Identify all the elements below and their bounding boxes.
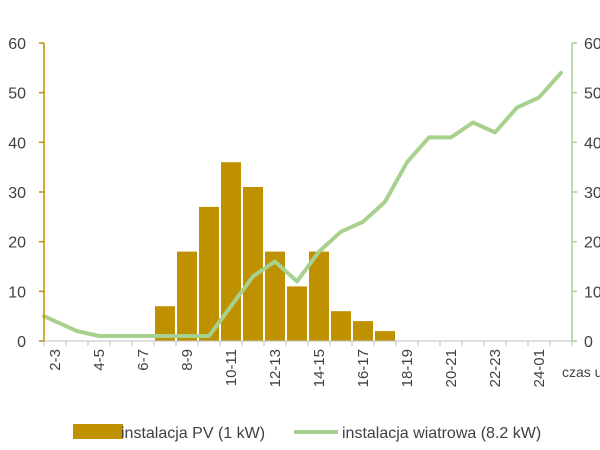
x-tick-label: 20-21	[443, 349, 460, 387]
wind-series-line	[42, 70, 563, 338]
y-left-tick-label: 50	[8, 86, 26, 103]
y-right-tick-label: 50	[584, 86, 600, 103]
y-right-tick-label: 60	[584, 36, 600, 53]
axes-group	[39, 42, 577, 346]
y-left-tick-labels: 0 10 20 30 40 50 60	[8, 36, 26, 351]
x-tick-label: 10-11	[223, 349, 240, 386]
y-left-tick-label: 0	[17, 334, 26, 351]
x-tick-label: 22-23	[487, 349, 504, 387]
y-right-tick-label: 20	[584, 235, 600, 252]
pv-bar-11-12	[243, 187, 263, 341]
y-left-tick-label: 30	[8, 185, 26, 202]
x-tick-label: 8-9	[179, 349, 196, 371]
y-left-tick-label: 40	[8, 135, 26, 152]
x-tick-label: 16-17	[355, 349, 372, 387]
x-tick-label: 12-13	[267, 349, 284, 387]
pv-bar-13-14	[287, 286, 307, 341]
y-right-tick-labels: 0 10 20 30 40 50 60	[584, 36, 600, 351]
legend-label-wind: instalacja wiatrowa (8.2 kW)	[342, 425, 541, 442]
y-right-tick-label: 0	[584, 334, 593, 351]
y-left-tick-label: 10	[8, 284, 26, 301]
y-left-tick-label: 60	[8, 36, 26, 53]
x-tick-label: 6-7	[135, 349, 152, 371]
x-tick-labels: 2-3 4-5 6-7 8-9 10-11 12-13 14-15 16-17 18-19 20-…	[47, 349, 548, 387]
pv-bar-16-17	[353, 321, 373, 341]
bars-group	[155, 162, 395, 341]
x-tick-label: 18-19	[399, 349, 416, 387]
pv-bar-12-13	[265, 251, 285, 341]
x-tick-label: 14-15	[311, 349, 328, 387]
x-axis-label: czas u	[562, 364, 600, 380]
legend-swatch-pv	[73, 424, 123, 439]
pv-bar-14-15	[309, 251, 329, 341]
y-right-tick-label: 30	[584, 185, 600, 202]
legend: instalacja PV (1 kW) instalacja wiatrowa …	[73, 424, 541, 442]
pv-bar-7-8	[155, 306, 175, 341]
wind-line-group	[42, 70, 563, 338]
x-tick-label: 24-01	[531, 349, 548, 387]
y-left-tick-label: 20	[8, 235, 26, 252]
pv-bar-15-16	[331, 311, 351, 341]
pv-bar-9-10	[199, 206, 219, 341]
pv-bar-17-18	[375, 331, 395, 341]
x-tick-label: 2-3	[47, 349, 64, 371]
legend-label-pv: instalacja PV (1 kW)	[121, 425, 265, 442]
x-tick-label: 4-5	[91, 349, 108, 371]
y-right-tick-label: 10	[584, 284, 600, 301]
y-right-tick-label: 40	[584, 135, 600, 152]
pv-bar-8-9	[177, 251, 197, 341]
